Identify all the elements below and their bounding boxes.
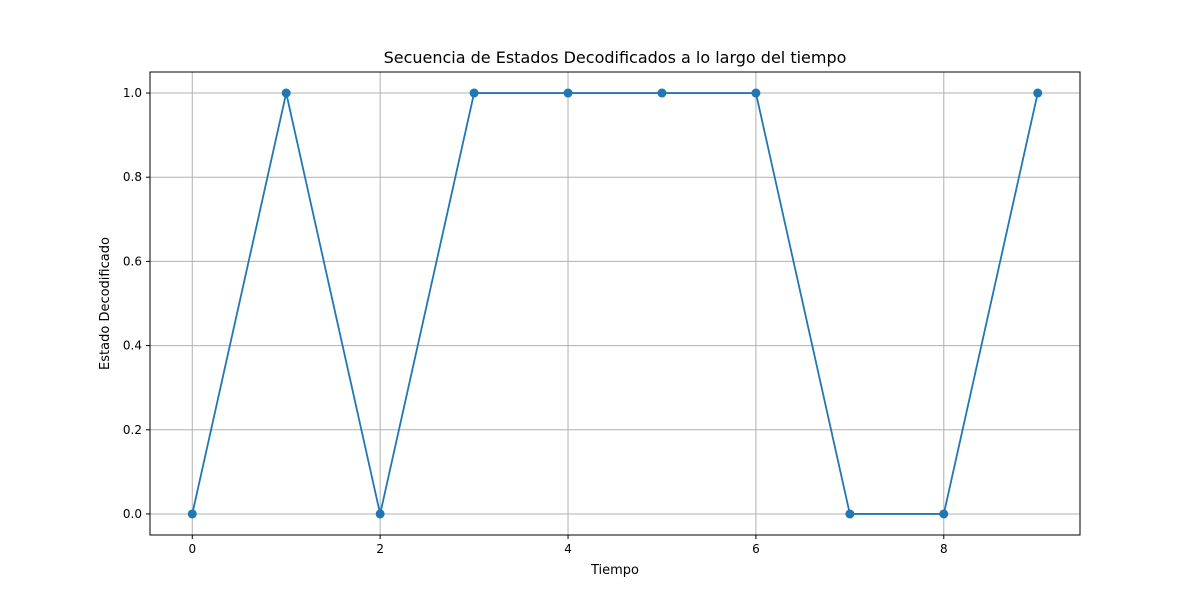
y-tick-label: 1.0 [123, 86, 142, 100]
data-point [657, 88, 667, 98]
y-tick-label: 0.8 [123, 170, 142, 184]
y-tick-label: 0.2 [123, 423, 142, 437]
x-tick-label: 8 [940, 542, 948, 556]
data-point [845, 509, 855, 519]
data-point [939, 509, 949, 519]
data-point [751, 88, 761, 98]
grid-layer [150, 72, 1080, 535]
data-point [469, 88, 479, 98]
series-layer [187, 88, 1043, 519]
data-point [187, 509, 197, 519]
tick-layer: 0 2 4 6 8 0.0 0.2 0.4 0.6 0.8 1.0 [123, 86, 948, 556]
series-line [191, 92, 1039, 515]
y-tick-label: 0.6 [123, 254, 142, 268]
y-axis-label: Estado Decodificado [98, 237, 113, 370]
x-axis-label: Tiempo [590, 563, 639, 578]
y-tick-label: 0.4 [123, 339, 142, 353]
y-tick-label: 0.0 [123, 507, 142, 521]
data-point [281, 88, 291, 98]
x-tick-label: 2 [376, 542, 384, 556]
x-tick-label: 0 [188, 542, 196, 556]
x-tick-label: 4 [564, 542, 572, 556]
plot-frame [149, 71, 1081, 536]
chart-title: Secuencia de Estados Decodificados a lo … [384, 48, 847, 67]
x-tick-label: 6 [752, 542, 760, 556]
data-point [375, 509, 385, 519]
data-point [563, 88, 573, 98]
data-point [1033, 88, 1043, 98]
